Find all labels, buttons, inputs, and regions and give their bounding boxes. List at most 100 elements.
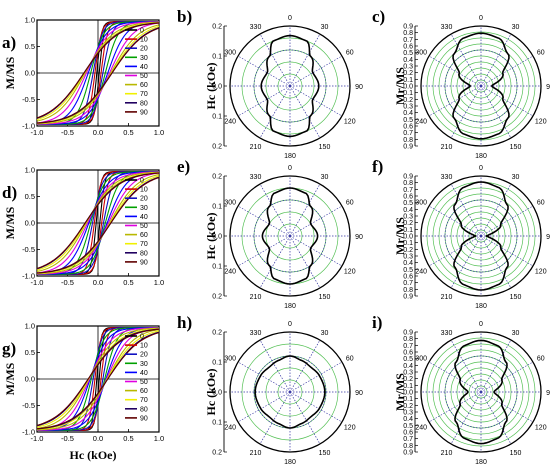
r-tick-label-b-3: 0.1 bbox=[212, 114, 222, 121]
x-tick-label-d-1: -0.5 bbox=[61, 278, 74, 287]
angle-label-e-330: 330 bbox=[250, 174, 262, 181]
r-tick-label-f-15: 0.6 bbox=[403, 274, 413, 281]
legend-label-d-3: 30 bbox=[140, 205, 148, 212]
y-tick-label-g-2: 0.0 bbox=[25, 375, 35, 384]
r-tick-label-c-11: 0.2 bbox=[403, 97, 413, 104]
legend-label-d-2: 20 bbox=[140, 196, 148, 203]
r-tick-label-b-0: 0.2 bbox=[212, 24, 222, 31]
spoke-c-330 bbox=[450, 33, 482, 87]
loop-a-90-up bbox=[36, 27, 160, 124]
r-tick-label-h-3: 0.1 bbox=[212, 420, 222, 427]
outer-circle-b bbox=[229, 25, 351, 147]
spoke-h-330 bbox=[259, 339, 291, 393]
angle-label-f-330: 330 bbox=[441, 174, 453, 181]
angle-label-h-120: 120 bbox=[344, 425, 356, 432]
angle-label-e-90: 90 bbox=[355, 234, 363, 241]
spoke-b-120 bbox=[289, 85, 343, 117]
y-tick-label-g-3: 0.5 bbox=[25, 348, 35, 357]
spoke-b-300 bbox=[237, 55, 291, 87]
spoke-i-30 bbox=[480, 339, 512, 393]
legend-label-g-4: 40 bbox=[140, 370, 148, 377]
x-tick-label-g-2: 0.0 bbox=[93, 434, 103, 443]
spoke-c-210 bbox=[450, 85, 482, 139]
spoke-i-330 bbox=[450, 339, 482, 393]
polar-curve-c bbox=[452, 32, 510, 140]
y-tick-label-d-4: 1.0 bbox=[25, 166, 35, 175]
r-tick-label-c-7: 0.2 bbox=[403, 70, 413, 77]
spoke-f-30 bbox=[480, 183, 512, 237]
spoke-i-240 bbox=[428, 391, 482, 423]
angle-label-b-210: 210 bbox=[250, 144, 262, 151]
angle-label-b-60: 60 bbox=[346, 50, 354, 57]
r-tick-label-i-12: 0.3 bbox=[403, 410, 413, 417]
angle-label-e-150: 150 bbox=[319, 294, 331, 301]
loop-d-60-down bbox=[36, 171, 160, 273]
panel-label-a: a) bbox=[2, 33, 16, 52]
legend-label-d-1: 10 bbox=[140, 187, 148, 194]
r-tick-label-f-3: 0.6 bbox=[403, 194, 413, 201]
r-tick-label-i-2: 0.7 bbox=[403, 343, 413, 350]
y-tick-label-a-0: -1.0 bbox=[22, 122, 35, 131]
angle-label-b-120: 120 bbox=[344, 119, 356, 126]
angle-label-e-30: 30 bbox=[321, 174, 329, 181]
legend-label-a-6: 60 bbox=[140, 82, 148, 89]
y-axis-label-e: Hc (kOe) bbox=[204, 213, 218, 260]
y-axis-label-f: Mr/MS bbox=[393, 217, 407, 255]
r-tick-label-c-0: 0.9 bbox=[403, 24, 413, 31]
dotted-ring-f bbox=[444, 199, 518, 273]
spoke-b-210 bbox=[259, 85, 291, 139]
r-tick-label-c-2: 0.7 bbox=[403, 37, 413, 44]
panel-label-e: e) bbox=[177, 157, 190, 176]
r-tick-label-f-8: 0.1 bbox=[403, 227, 413, 234]
panel-label-b: b) bbox=[177, 7, 192, 26]
angle-label-f-30: 30 bbox=[512, 174, 520, 181]
panel-label-d: d) bbox=[2, 183, 17, 202]
angle-label-i-60: 60 bbox=[537, 356, 545, 363]
angle-label-h-240: 240 bbox=[224, 425, 236, 432]
r-tick-label-f-5: 0.4 bbox=[403, 207, 413, 214]
r-tick-label-c-14: 0.5 bbox=[403, 117, 413, 124]
spoke-e-300 bbox=[237, 205, 291, 237]
polar-curve-b bbox=[260, 34, 320, 138]
angle-label-b-150: 150 bbox=[319, 144, 331, 151]
r-tick-label-i-10: 0.1 bbox=[403, 396, 413, 403]
spoke-b-330 bbox=[259, 33, 291, 87]
spoke-b-30 bbox=[289, 33, 321, 87]
angle-label-c-90: 90 bbox=[546, 84, 550, 91]
angle-label-h-30: 30 bbox=[321, 330, 329, 337]
spoke-i-300 bbox=[428, 361, 482, 393]
r-tick-label-e-1: 0.1 bbox=[212, 204, 222, 211]
spoke-f-120 bbox=[480, 235, 534, 267]
angle-label-i-240: 240 bbox=[415, 425, 427, 432]
x-tick-label-g-3: 0.5 bbox=[123, 434, 133, 443]
dotted-ring-e bbox=[253, 199, 327, 273]
outer-circle-i bbox=[420, 331, 542, 453]
spoke-b-150 bbox=[289, 85, 321, 139]
angle-label-b-90: 90 bbox=[355, 84, 363, 91]
angle-label-f-120: 120 bbox=[535, 269, 547, 276]
y-tick-label-a-2: 0.0 bbox=[25, 69, 35, 78]
outer-circle-c bbox=[420, 25, 542, 147]
spoke-c-240 bbox=[428, 85, 482, 117]
x-tick-label-d-4: 1.0 bbox=[154, 278, 164, 287]
r-tick-label-e-0: 0.2 bbox=[212, 174, 222, 181]
y-tick-label-a-3: 0.5 bbox=[25, 42, 35, 51]
angle-label-h-180: 180 bbox=[284, 459, 296, 466]
spoke-f-240 bbox=[428, 235, 482, 267]
angle-label-c-120: 120 bbox=[535, 119, 547, 126]
legend-label-a-3: 30 bbox=[140, 55, 148, 62]
spoke-c-150 bbox=[480, 85, 512, 139]
angle-label-h-150: 150 bbox=[319, 450, 331, 457]
loop-a-50-up bbox=[36, 22, 160, 125]
r-tick-label-c-16: 0.7 bbox=[403, 130, 413, 137]
x-tick-label-a-1: -0.5 bbox=[61, 128, 74, 137]
panel-label-c: c) bbox=[372, 7, 385, 26]
legend-label-d-7: 70 bbox=[140, 241, 148, 248]
r-tick-label-f-2: 0.7 bbox=[403, 187, 413, 194]
spoke-c-60 bbox=[480, 55, 534, 87]
spoke-b-240 bbox=[237, 85, 291, 117]
angle-label-c-180: 180 bbox=[475, 153, 487, 160]
y-axis-label-b: Hc (kOe) bbox=[204, 63, 218, 110]
angle-label-c-330: 330 bbox=[441, 24, 453, 31]
